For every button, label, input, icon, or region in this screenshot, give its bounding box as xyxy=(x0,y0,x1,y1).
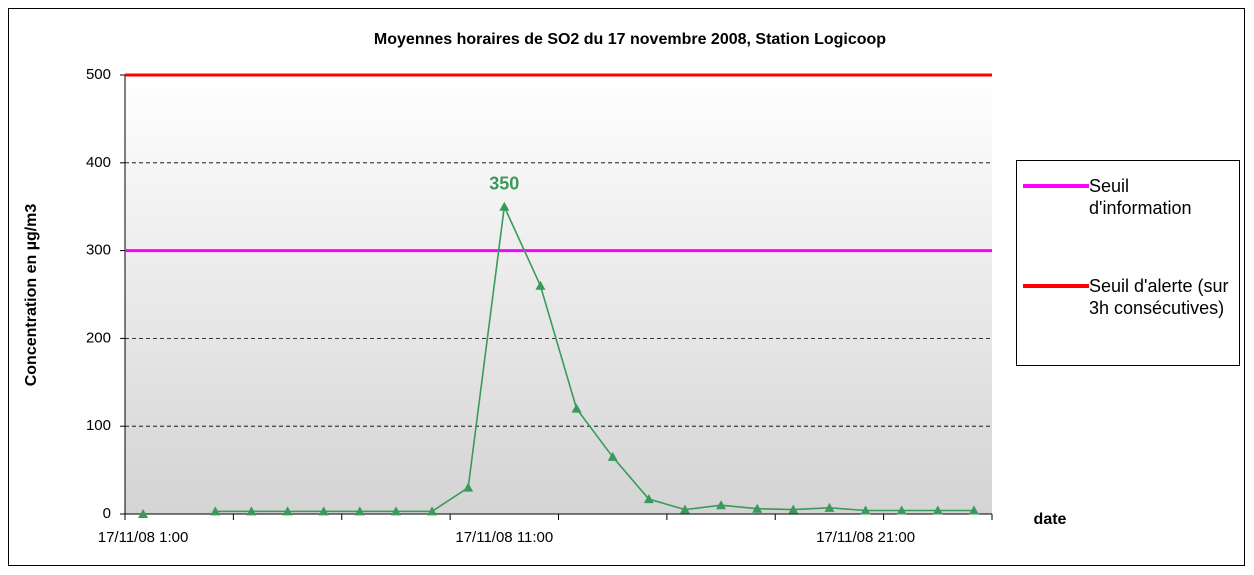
marker xyxy=(824,502,835,512)
y-axis-label: Concentration en µg/m3 xyxy=(23,204,40,387)
marker xyxy=(246,506,257,516)
marker xyxy=(354,506,365,516)
marker xyxy=(571,403,582,413)
marker xyxy=(968,505,979,515)
legend: Seuil d'information Seuil d'alerte (sur 3… xyxy=(1016,160,1240,366)
series-line xyxy=(215,203,974,513)
marker xyxy=(860,505,871,515)
marker xyxy=(463,482,474,492)
plot-area xyxy=(125,75,992,514)
y-tick-label: 400 xyxy=(86,154,111,171)
marker xyxy=(535,280,546,290)
legend-swatch xyxy=(1023,284,1089,288)
marker xyxy=(643,494,654,504)
marker xyxy=(390,506,401,516)
y-tick-label: 100 xyxy=(86,417,111,434)
y-tick-label: 0 xyxy=(103,505,111,522)
marker xyxy=(499,201,510,211)
marker xyxy=(607,451,618,461)
data-label: 350 xyxy=(489,173,519,193)
marker xyxy=(752,503,763,513)
marker xyxy=(679,504,690,514)
x-tick-label: 17/11/08 1:00 xyxy=(98,529,189,546)
marker xyxy=(318,506,329,516)
marker xyxy=(210,506,221,516)
marker xyxy=(138,509,149,518)
marker xyxy=(427,506,438,516)
legend-swatch xyxy=(1023,184,1089,188)
y-tick-label: 300 xyxy=(86,242,111,259)
y-tick-label: 500 xyxy=(86,66,111,83)
legend-entry: Seuil d'alerte (sur 3h consécutives) xyxy=(1023,275,1235,319)
x-tick-label: 17/11/08 21:00 xyxy=(816,529,915,546)
legend-entry: Seuil d'information xyxy=(1023,175,1235,219)
marker xyxy=(932,505,943,515)
legend-label: Seuil d'alerte (sur 3h consécutives) xyxy=(1089,276,1229,318)
legend-label: Seuil d'information xyxy=(1089,176,1192,218)
x-tick-label: 17/11/08 11:00 xyxy=(455,529,553,546)
marker xyxy=(716,500,727,510)
marker xyxy=(282,506,293,516)
marker xyxy=(788,504,799,514)
marker xyxy=(896,505,907,515)
chart-title: Moyennes horaires de SO2 du 17 novembre … xyxy=(374,31,886,48)
y-tick-label: 200 xyxy=(86,329,111,346)
x-axis-label: date xyxy=(1034,511,1067,528)
